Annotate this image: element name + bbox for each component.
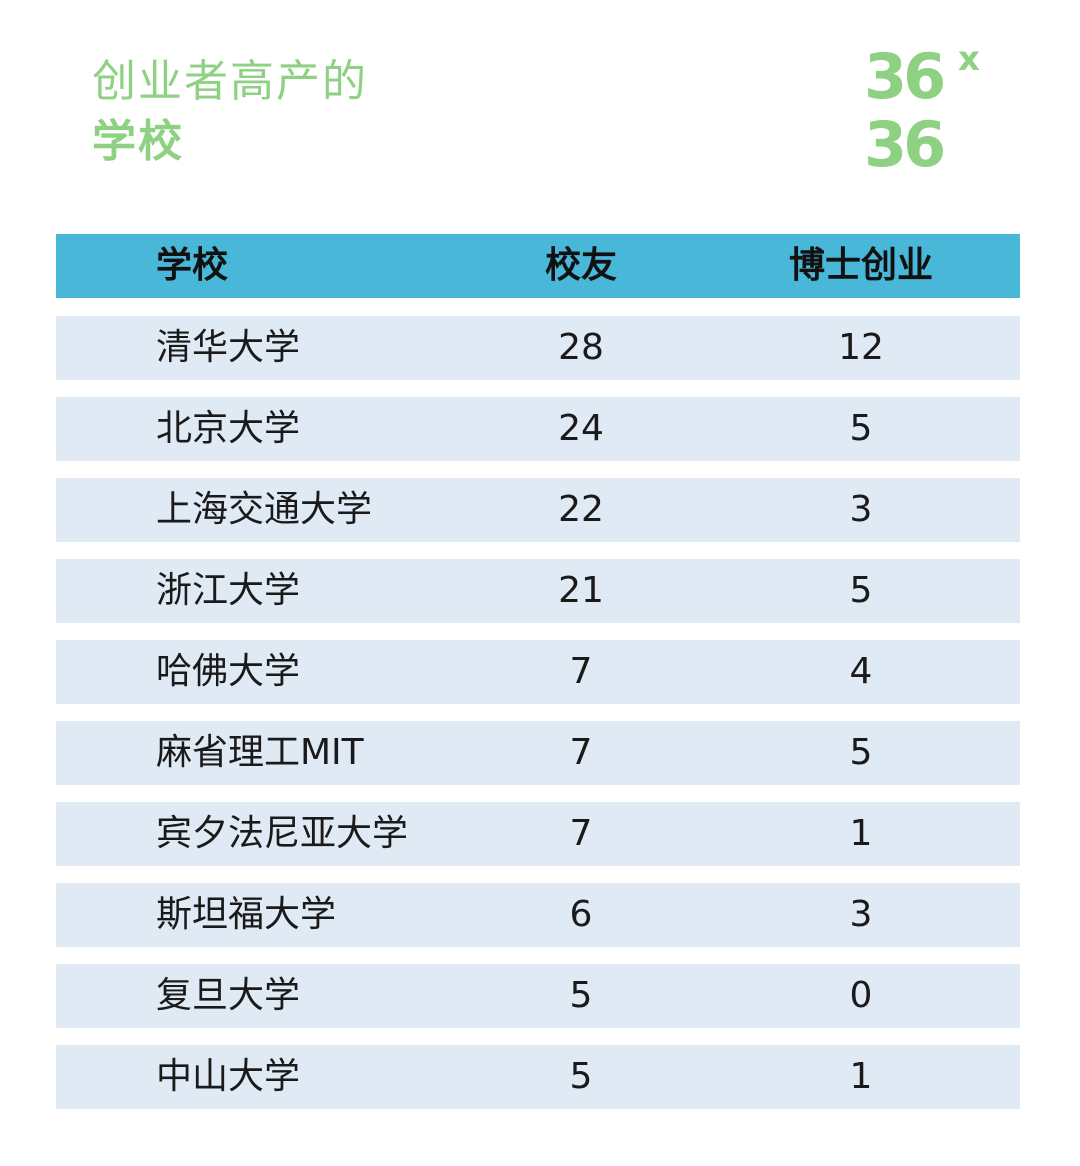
school-name: 清华大学 [156,327,301,368]
school-name: 复旦大学 [156,975,301,1016]
table-header-row: 学校 校友 博士创业 [56,234,1020,298]
school-name: 浙江大学 [156,570,301,611]
title-line-1: 创业者高产的 [92,56,368,107]
alumni-count: 7 [569,732,593,773]
logo-x-mark: x [958,40,980,79]
36x36-logo: 36 x 36 [864,40,980,175]
school-name: 宾夕法尼亚大学 [156,813,409,854]
alumni-count: 21 [558,570,604,611]
phd-founder-count: 1 [849,1056,873,1097]
phd-founder-count: 5 [849,732,873,773]
table-row: 北京大学 24 5 [56,397,1020,461]
alumni-count: 7 [569,651,593,692]
school-name: 上海交通大学 [156,489,373,530]
table-row: 复旦大学 5 0 [56,964,1020,1028]
school-name: 哈佛大学 [156,651,301,692]
alumni-count: 28 [558,327,604,368]
header-phd-founders: 博士创业 [788,245,933,286]
phd-founder-count: 1 [849,813,873,854]
school-name: 北京大学 [156,408,301,449]
table-row: 哈佛大学 7 4 [56,640,1020,704]
school-name: 中山大学 [156,1056,301,1097]
table-row: 浙江大学 21 5 [56,559,1020,623]
phd-founder-count: 3 [849,894,873,935]
logo-top-number: 36 [864,40,943,113]
page-title: 创业者高产的 学校 [92,52,368,172]
header-alumni: 校友 [544,245,617,286]
table-row: 宾夕法尼亚大学 7 1 [56,802,1020,866]
alumni-count: 24 [558,408,604,449]
phd-founder-count: 4 [849,651,873,692]
phd-founder-count: 0 [849,975,873,1016]
logo-bottom-number: 36 [864,108,943,175]
table-row: 上海交通大学 22 3 [56,478,1020,542]
header-school: 学校 [156,245,229,286]
phd-founder-count: 5 [849,570,873,611]
phd-founder-count: 3 [849,489,873,530]
alumni-count: 7 [569,813,593,854]
school-name: 麻省理工MIT [156,732,364,773]
table-row: 清华大学 28 12 [56,316,1020,380]
alumni-count: 22 [558,489,604,530]
table-row: 斯坦福大学 6 3 [56,883,1020,947]
table-row: 中山大学 5 1 [56,1045,1020,1109]
phd-founder-count: 12 [838,327,884,368]
alumni-count: 6 [569,894,593,935]
schools-table: 学校 校友 博士创业 清华大学 28 12 北京大学 24 5 上海交通大学 2… [56,234,1020,1126]
table-row: 麻省理工MIT 7 5 [56,721,1020,785]
school-name: 斯坦福大学 [156,894,337,935]
alumni-count: 5 [569,1056,593,1097]
phd-founder-count: 5 [849,408,873,449]
title-line-2: 学校 [92,116,184,167]
alumni-count: 5 [569,975,593,1016]
